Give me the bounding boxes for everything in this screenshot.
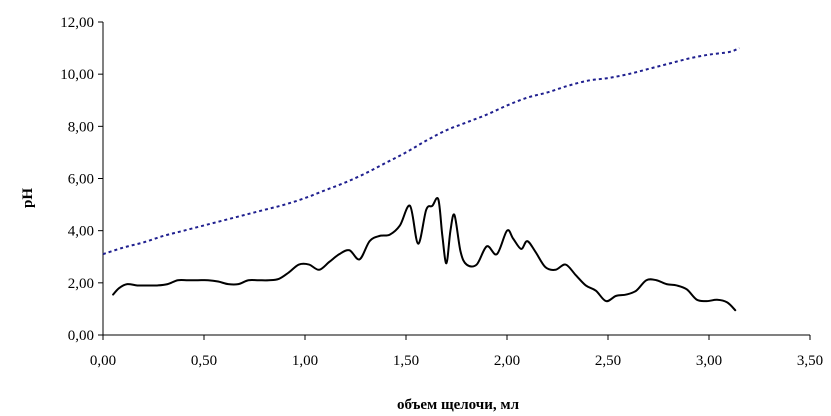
x-tick-label: 0,00 [90,353,116,369]
x-tick-label: 3,50 [797,353,823,369]
x-axis: 0,00 0,50 1,00 1,50 2,00 2,50 3,00 3,50 [90,334,823,369]
series-line-dotted [102,47,740,256]
x-tick-label: 0,50 [191,353,217,369]
x-tick-label: 2,50 [595,353,621,369]
x-tick-label: 1,50 [393,353,419,369]
y-axis-title: pH [20,188,36,208]
plot-area [102,47,740,312]
x-axis-title: объем щелочи, мл [397,397,520,413]
y-tick-label: 2,00 [68,276,94,292]
y-tick-label: 8,00 [68,119,94,135]
series-line-solid [112,197,737,312]
x-tick-label: 2,00 [494,353,520,369]
y-tick-label: 6,00 [68,172,94,188]
y-tick-label: 10,00 [60,67,94,83]
x-tick-label: 3,00 [696,353,722,369]
x-tick-label: 1,00 [292,353,318,369]
y-axis: 0,00 2,00 4,00 6,00 8,00 10,00 12,00 [60,15,104,344]
y-tick-label: 12,00 [60,15,94,31]
y-tick-label: 4,00 [68,224,94,240]
y-tick-label: 0,00 [68,328,94,344]
